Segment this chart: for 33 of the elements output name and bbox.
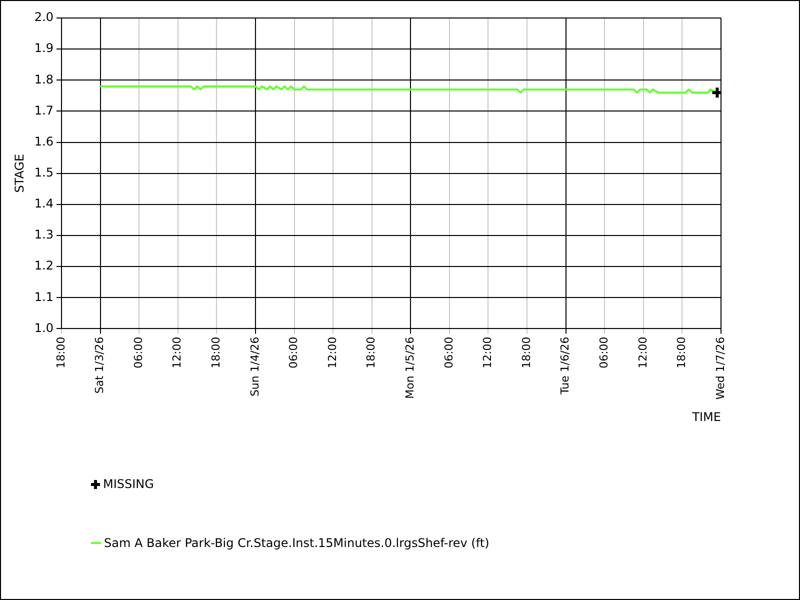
y-tick-label: 2.0 <box>34 10 54 24</box>
y-tick-label: 1.3 <box>34 228 54 242</box>
x-tick-label: 06:00 <box>442 336 456 368</box>
legend-label: MISSING <box>103 477 154 491</box>
x-tick-label: 06:00 <box>132 336 145 368</box>
x-axis-title: TIME <box>691 410 721 424</box>
x-tick-label: Wed 1/7/26 <box>714 336 727 400</box>
y-tick-label: 1.6 <box>34 134 54 148</box>
x-tick-label: 06:00 <box>597 336 610 368</box>
x-tick-label: 18:00 <box>364 336 378 368</box>
x-tick-label: Sun 1/4/26 <box>248 336 262 397</box>
y-tick-label: 1.4 <box>34 196 54 211</box>
x-tick-label: Tue 1/6/26 <box>558 336 572 396</box>
y-axis-title: STAGE <box>12 154 26 193</box>
y-tick-label: 1.5 <box>34 165 54 180</box>
y-tick-label: 1.7 <box>34 103 54 118</box>
x-tick-label: 12:00 <box>636 336 650 368</box>
y-tick-label: 1.9 <box>34 41 54 56</box>
y-tick-label: 1.0 <box>34 320 54 335</box>
y-tick-label: 1.8 <box>34 72 54 86</box>
x-tick-label: 18:00 <box>210 336 223 368</box>
x-tick-label: 18:00 <box>675 336 688 368</box>
x-tick-label: 12:00 <box>481 336 494 368</box>
x-tick-label: 18:00 <box>520 336 533 368</box>
y-tick-label: 1.1 <box>34 290 54 304</box>
x-tick-label: 06:00 <box>287 336 300 368</box>
x-tick-label: 12:00 <box>170 336 184 368</box>
x-tick-label: Mon 1/5/26 <box>404 336 416 399</box>
x-tick-label: Sat 1/3/26 <box>93 336 106 394</box>
legend-label: Sam A Baker Park-Big Cr.Stage.Inst.15Minutes.0.lrgsShef-rev (ft) <box>104 536 490 550</box>
x-tick-label: 12:00 <box>326 336 339 368</box>
x-tick-label: 18:00 <box>54 336 68 368</box>
y-tick-label: 1.2 <box>34 258 54 273</box>
